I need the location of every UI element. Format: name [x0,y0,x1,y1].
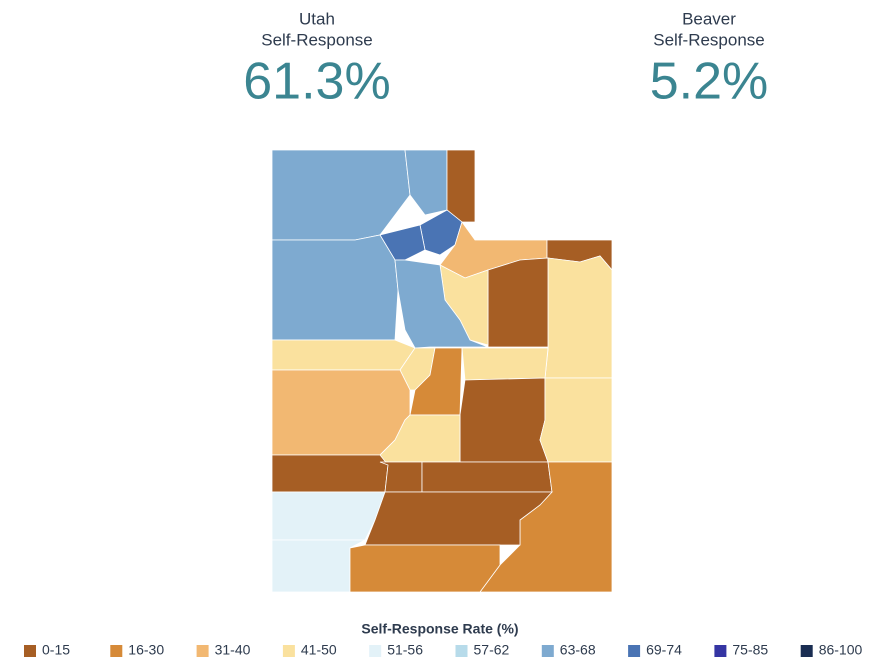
stat-utah: Utah Self-Response 61.3% [243,9,390,110]
legend-swatch [455,645,468,657]
county[interactable] [271,234,399,341]
legend-label: 0-15 [42,642,70,658]
county[interactable] [487,257,549,348]
legend-swatch [369,645,382,657]
legend-label: 75-85 [732,642,768,658]
county[interactable] [404,149,448,216]
county[interactable] [461,347,549,381]
stat-place: Beaver [682,9,736,28]
legend-swatch [628,645,641,657]
legend-label: 31-40 [215,642,251,658]
legend-label: 41-50 [301,642,337,658]
legend-label: 51-56 [387,642,423,658]
stat-value: 61.3% [243,53,390,111]
legend: 0-15 16-30 31-40 41-50 51-56 57-62 63-68 69-74 7… [24,642,863,658]
county[interactable] [271,149,411,241]
legend-label: 69-74 [646,642,682,658]
county[interactable] [544,255,613,379]
county[interactable] [446,149,476,223]
legend-swatch [110,645,123,657]
stat-label: Self-Response [261,30,373,49]
legend-label: 16-30 [128,642,164,658]
stat-beaver: Beaver Self-Response 5.2% [650,9,769,110]
stat-place: Utah [299,9,335,28]
legend-label: 57-62 [474,642,510,658]
county[interactable] [421,461,553,493]
county[interactable] [271,369,411,456]
stat-value: 5.2% [650,53,769,111]
legend-swatch [541,645,554,657]
stat-label: Self-Response [653,30,765,49]
county[interactable] [349,544,501,593]
legend-swatch [282,645,295,657]
county[interactable] [271,339,416,371]
legend-label: 86-100 [819,642,863,658]
county[interactable] [459,377,549,463]
legend-swatch [24,645,36,657]
legend-swatch [800,645,813,657]
county[interactable] [271,454,389,493]
county[interactable] [539,377,613,463]
legend-swatch [714,645,727,657]
map [271,149,613,593]
county[interactable] [394,259,489,349]
county[interactable] [364,491,553,546]
legend-label: 63-68 [560,642,596,658]
legend-title: Self-Response Rate (%) [361,621,518,637]
county[interactable] [271,491,386,541]
legend-swatch [196,645,209,657]
